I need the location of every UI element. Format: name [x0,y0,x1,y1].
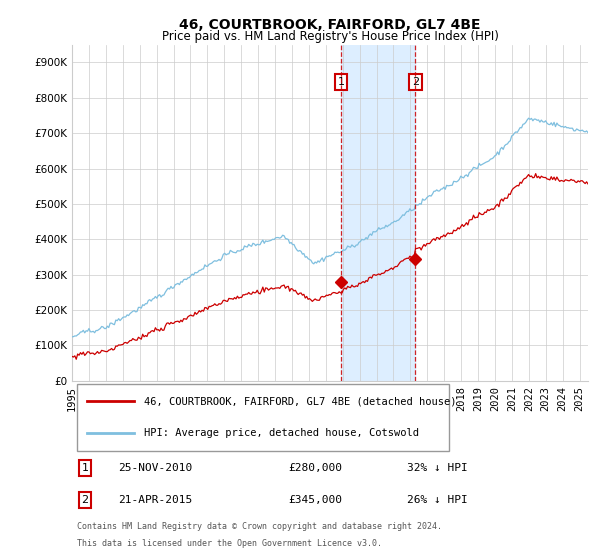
Text: 21-APR-2015: 21-APR-2015 [118,495,193,505]
Text: 32% ↓ HPI: 32% ↓ HPI [407,463,468,473]
Text: 25-NOV-2010: 25-NOV-2010 [118,463,193,473]
Text: This data is licensed under the Open Government Licence v3.0.: This data is licensed under the Open Gov… [77,539,382,548]
Text: 2: 2 [412,77,419,87]
Text: Price paid vs. HM Land Registry's House Price Index (HPI): Price paid vs. HM Land Registry's House … [161,30,499,43]
Text: 46, COURTBROOK, FAIRFORD, GL7 4BE (detached house): 46, COURTBROOK, FAIRFORD, GL7 4BE (detac… [144,396,457,407]
Text: 1: 1 [82,463,88,473]
Text: £345,000: £345,000 [289,495,343,505]
Text: HPI: Average price, detached house, Cotswold: HPI: Average price, detached house, Cots… [144,427,419,437]
Text: £280,000: £280,000 [289,463,343,473]
Text: 2: 2 [82,495,88,505]
Text: 26% ↓ HPI: 26% ↓ HPI [407,495,468,505]
Text: 1: 1 [337,77,344,87]
Text: Contains HM Land Registry data © Crown copyright and database right 2024.: Contains HM Land Registry data © Crown c… [77,522,442,531]
Text: 46, COURTBROOK, FAIRFORD, GL7 4BE: 46, COURTBROOK, FAIRFORD, GL7 4BE [179,18,481,32]
FancyBboxPatch shape [77,385,449,451]
Bar [341,45,415,381]
